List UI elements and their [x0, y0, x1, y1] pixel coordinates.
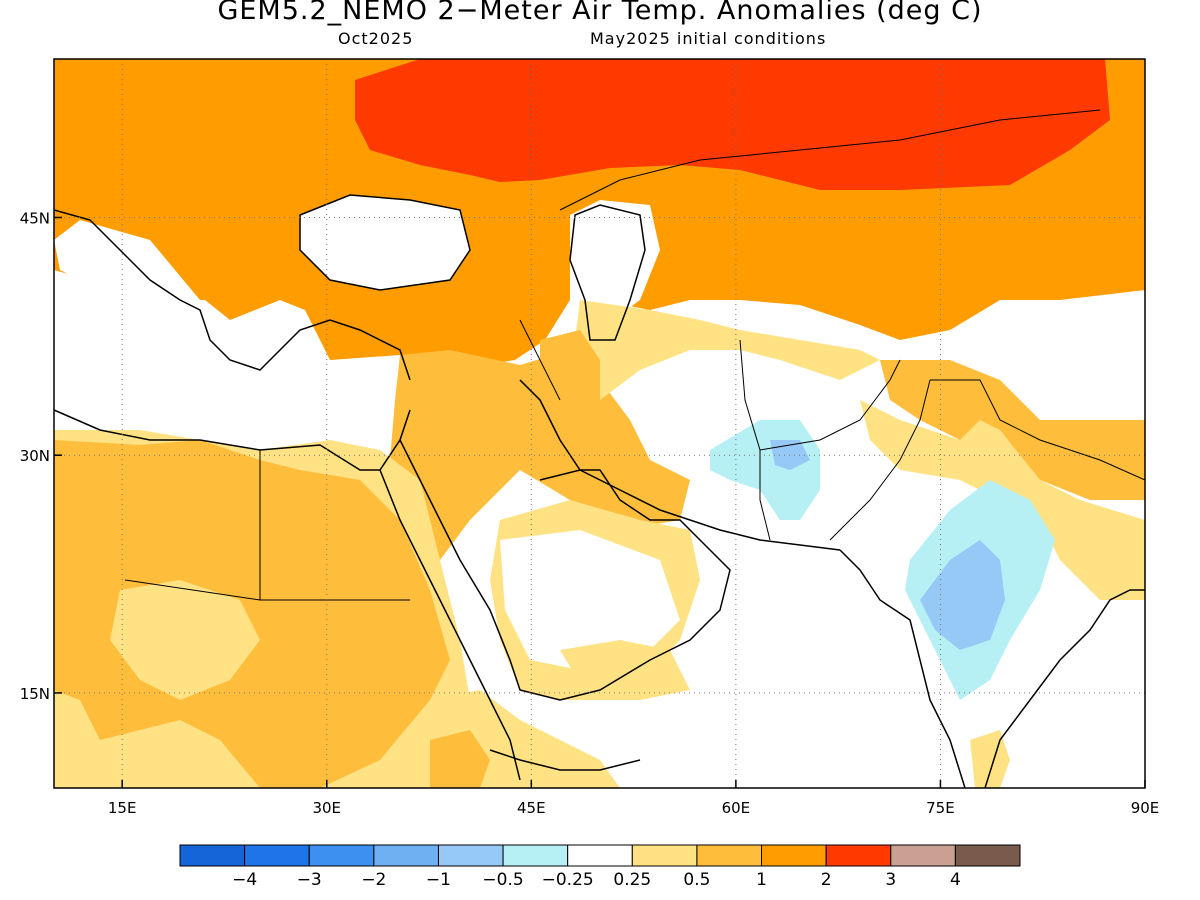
coastline-arabia — [399, 379, 731, 701]
colorbar-label: −4 — [232, 870, 257, 890]
border-kazakhstan-russia — [559, 109, 1101, 211]
valid-month-label: Oct2025 — [338, 29, 414, 48]
colorbar-label: 0.5 — [683, 870, 710, 890]
colorbar-swatch — [567, 844, 633, 867]
anomaly-field — [54, 59, 1145, 788]
neutral-region-arabia-center — [500, 530, 680, 670]
coastline-mediterranean-north — [54, 209, 411, 381]
lat-tick-label: 15N — [20, 685, 50, 703]
colorbar: −4 −3 −2 −1 −0.5 −0.25 0.25 0.5 1 2 3 4 — [179, 844, 1021, 890]
coastline-india-east — [984, 589, 1145, 788]
colorbar-swatch — [244, 844, 310, 867]
anomaly-region-iran-west-1c — [540, 330, 620, 460]
anomaly-region-iran-north-0.5c — [570, 300, 880, 400]
border-pakistan-india — [829, 379, 931, 541]
gridlines — [54, 59, 1145, 788]
coastline-india-west — [839, 549, 966, 788]
neutral-region-caspian — [570, 200, 660, 330]
anomaly-region-oman-0.5c — [560, 640, 690, 700]
anomaly-region-himalaya-1c — [880, 360, 1145, 500]
colorbar-label: −2 — [361, 870, 386, 890]
colorbar-label: −0.5 — [482, 870, 523, 890]
coastline-persian-gulf — [539, 469, 841, 551]
colorbar-swatch — [308, 844, 375, 867]
colorbar-swatch — [825, 844, 892, 867]
colorbar-swatch — [179, 844, 246, 867]
colorbar-swatch — [954, 844, 1021, 867]
coastline-black-sea — [299, 194, 471, 291]
lat-tick-label: 45N — [20, 209, 50, 227]
lon-tick-label: 75E — [926, 799, 955, 817]
colorbar-swatch — [502, 844, 569, 867]
border-india-china — [930, 379, 1145, 481]
lon-tick-label: 30E — [312, 799, 341, 817]
coastline-caspian — [569, 204, 646, 341]
colorbar-label: −3 — [297, 870, 322, 890]
colorbar-swatch — [373, 844, 439, 867]
map-title: GEM5.2_NEMO 2−Meter Air Temp. Anomalies … — [217, 0, 983, 26]
anomaly-region-levant-iraq-1c — [380, 350, 690, 600]
initial-conditions-label: May2025 initial conditions — [590, 29, 827, 48]
colorbar-label: 3 — [885, 870, 896, 890]
anomaly-region-india-cool-core — [920, 540, 1005, 650]
colorbar-label: 0.25 — [613, 870, 651, 890]
axis-ticks: 15E 30E 45E 60E 75E 90E 15N 30N 45N — [20, 209, 1160, 817]
lon-tick-label: 45E — [517, 799, 546, 817]
lon-tick-label: 60E — [722, 799, 751, 817]
colorbar-label: 4 — [950, 870, 961, 890]
map-frame — [53, 58, 1146, 789]
colorbar-label: 1 — [756, 870, 767, 890]
anomaly-region-north-africa-1c — [54, 440, 450, 788]
colorbar-swatch — [631, 844, 698, 867]
anomaly-region-red-sea-1c — [430, 730, 490, 788]
lon-tick-label: 90E — [1131, 799, 1160, 817]
colorbar-swatch — [761, 844, 827, 867]
colorbar-label: −0.25 — [542, 870, 594, 890]
anomaly-region-russia-3c — [355, 59, 1110, 190]
anomaly-region-india-south-0.5c — [970, 730, 1010, 788]
lon-tick-label: 15E — [108, 799, 137, 817]
coastline-horn-africa — [489, 749, 641, 771]
border-turkey-iran — [519, 319, 561, 401]
lat-tick-label: 30N — [20, 447, 50, 465]
neutral-region-balkans — [54, 220, 210, 330]
colorbar-swatch — [437, 844, 504, 867]
border-libya-chad — [124, 579, 410, 601]
country-borders — [124, 109, 1145, 601]
anomaly-region-sahara-1c-west — [110, 580, 260, 700]
colorbar-label: −1 — [426, 870, 451, 890]
coastline-red-sea-west — [379, 469, 521, 781]
neutral-region-black-sea — [300, 195, 470, 290]
colorbar-swatch — [890, 844, 956, 867]
border-afghanistan-pakistan — [759, 359, 901, 451]
colorbar-swatch — [696, 844, 763, 867]
colorbar-label: 2 — [821, 870, 832, 890]
